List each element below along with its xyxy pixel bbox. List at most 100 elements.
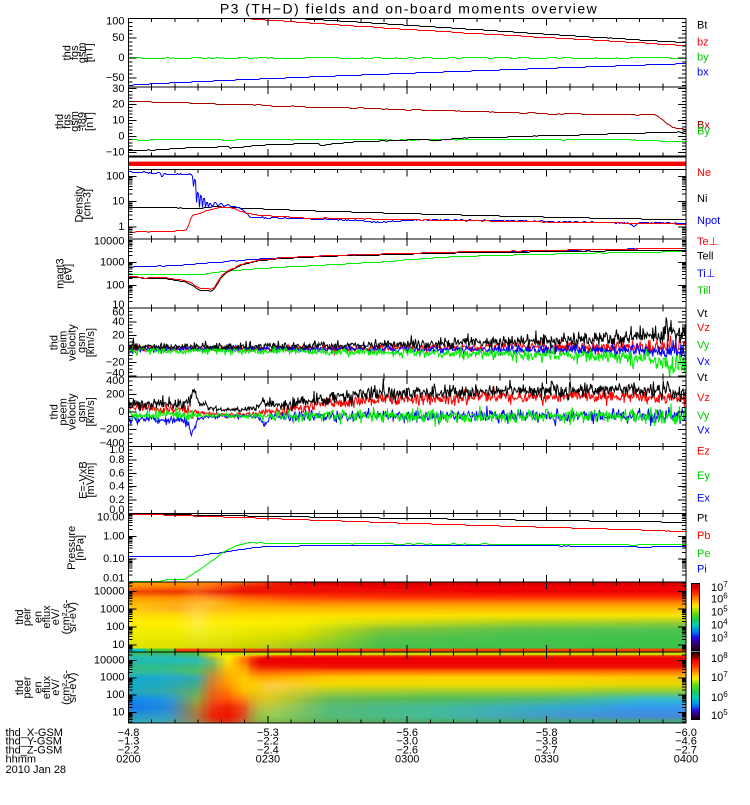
svg-text:0230: 0230 (256, 754, 280, 766)
svg-text:0: 0 (118, 406, 124, 418)
svg-text:hhmm: hhmm (6, 754, 37, 766)
svg-text:Ey: Ey (697, 470, 710, 482)
svg-text:fgs: fgs (62, 114, 74, 129)
svg-text:bz: bz (697, 37, 709, 49)
svg-text:Vx: Vx (697, 425, 710, 437)
svg-text:−2.7: −2.7 (536, 745, 558, 757)
svg-text:[nT]: [nT] (84, 112, 96, 131)
svg-text:Ni: Ni (697, 193, 707, 205)
svg-text:peem: peem (58, 398, 70, 426)
svg-text:100: 100 (106, 16, 124, 28)
svg-text:100: 100 (106, 621, 124, 633)
svg-text:10: 10 (112, 707, 124, 719)
svg-text:0.01: 0.01 (103, 573, 124, 585)
svg-text:peim: peim (58, 331, 70, 355)
svg-text:−5.8: −5.8 (536, 727, 558, 739)
svg-text:Ti⊥: Ti⊥ (697, 268, 715, 280)
svg-text:Vy: Vy (697, 340, 710, 352)
svg-text:100: 100 (106, 170, 124, 182)
svg-text:0.6: 0.6 (109, 467, 124, 479)
svg-text:Till: Till (697, 285, 711, 297)
svg-text:−1.3: −1.3 (118, 736, 140, 748)
svg-text:Npot: Npot (697, 215, 720, 227)
svg-text:0400: 0400 (674, 754, 698, 766)
svg-text:−4.8: −4.8 (118, 727, 140, 739)
svg-text:Ex: Ex (697, 493, 710, 505)
svg-text:Vt: Vt (697, 308, 707, 320)
svg-text:20: 20 (112, 99, 124, 111)
svg-text:(cm²-s-: (cm²-s- (60, 599, 72, 634)
svg-text:1.00: 1.00 (103, 530, 124, 542)
svg-text:0: 0 (118, 52, 124, 64)
svg-text:1000: 1000 (100, 256, 124, 268)
svg-text:Pi: Pi (697, 564, 707, 576)
svg-text:−40: −40 (106, 368, 125, 380)
svg-text:by: by (697, 52, 709, 64)
svg-text:100: 100 (106, 689, 124, 701)
svg-text:Tell: Tell (697, 251, 714, 263)
svg-text:sr-eV): sr-eV) (67, 602, 79, 632)
svg-text:bx: bx (697, 67, 709, 79)
svg-text:velocity: velocity (67, 393, 79, 430)
svg-text:−2.2: −2.2 (118, 745, 140, 757)
svg-text:Bx: Bx (697, 120, 710, 132)
svg-text:fgs: fgs (69, 45, 81, 60)
svg-text:Vz: Vz (697, 322, 710, 334)
svg-text:sr-eV): sr-eV) (67, 673, 79, 703)
svg-text:100: 100 (106, 279, 124, 291)
svg-text:thd: thd (49, 404, 61, 419)
svg-text:0300: 0300 (395, 754, 419, 766)
svg-text:40: 40 (112, 316, 124, 328)
svg-text:0.8: 0.8 (109, 454, 124, 466)
svg-text:peir: peir (22, 607, 34, 626)
svg-text:−5.6: −5.6 (396, 727, 418, 739)
svg-text:60: 60 (112, 307, 124, 319)
svg-text:thd_X-GSM: thd_X-GSM (6, 727, 63, 739)
svg-text:eV/: eV/ (50, 678, 62, 695)
svg-text:(cm²-s-: (cm²-s- (60, 670, 72, 705)
svg-text:−2.6: −2.6 (396, 745, 418, 757)
svg-text:400: 400 (106, 375, 124, 387)
svg-text:P3 (TH−D) fields and on-board: P3 (TH−D) fields and on-board moments ov… (220, 1, 598, 17)
svg-text:Pb: Pb (697, 530, 710, 542)
svg-text:0.2: 0.2 (109, 494, 124, 506)
svg-text:−3.8: −3.8 (536, 736, 558, 748)
svg-text:−200: −200 (100, 424, 125, 436)
svg-text:-t89: -t89 (76, 112, 88, 131)
svg-text:Te⊥: Te⊥ (697, 236, 718, 248)
svg-text:10: 10 (112, 196, 124, 208)
svg-text:10000: 10000 (94, 654, 125, 666)
svg-text:Vy: Vy (697, 410, 710, 422)
svg-text:Pressure: Pressure (66, 526, 78, 570)
svg-text:peer: peer (22, 676, 34, 698)
svg-text:gsm: gsm (76, 401, 88, 422)
svg-text:30: 30 (112, 83, 124, 95)
svg-text:0330: 0330 (534, 754, 558, 766)
svg-text:−2.7: −2.7 (675, 745, 697, 757)
svg-text:−5.3: −5.3 (257, 727, 279, 739)
svg-text:0.4: 0.4 (109, 481, 124, 493)
svg-text:[eV]: [eV] (63, 264, 75, 284)
svg-text:thd: thd (49, 335, 61, 350)
svg-text:10000: 10000 (94, 236, 125, 248)
svg-text:eflux: eflux (41, 605, 53, 629)
svg-text:thd: thd (54, 114, 66, 129)
svg-text:1: 1 (118, 221, 124, 233)
svg-text:velocity: velocity (67, 324, 79, 361)
svg-text:[km/s]: [km/s] (85, 328, 97, 357)
svg-text:0200: 0200 (116, 754, 140, 766)
svg-text:0.0: 0.0 (109, 504, 124, 516)
svg-text:[cm-3]: [cm-3] (81, 189, 93, 220)
svg-text:Ne: Ne (697, 167, 711, 179)
svg-text:10000: 10000 (94, 586, 125, 598)
svg-text:gsm: gsm (69, 111, 81, 132)
svg-text:−2.4: −2.4 (257, 745, 279, 757)
svg-text:10: 10 (112, 115, 124, 127)
svg-text:By: By (697, 126, 710, 138)
svg-text:thd_Z-GSM: thd_Z-GSM (6, 745, 63, 757)
svg-text:E=-VxB: E=-VxB (78, 461, 90, 499)
svg-text:1000: 1000 (100, 603, 124, 615)
svg-text:0.10: 0.10 (103, 553, 124, 565)
svg-text:en: en (32, 681, 44, 693)
svg-text:thd: thd (62, 45, 74, 60)
